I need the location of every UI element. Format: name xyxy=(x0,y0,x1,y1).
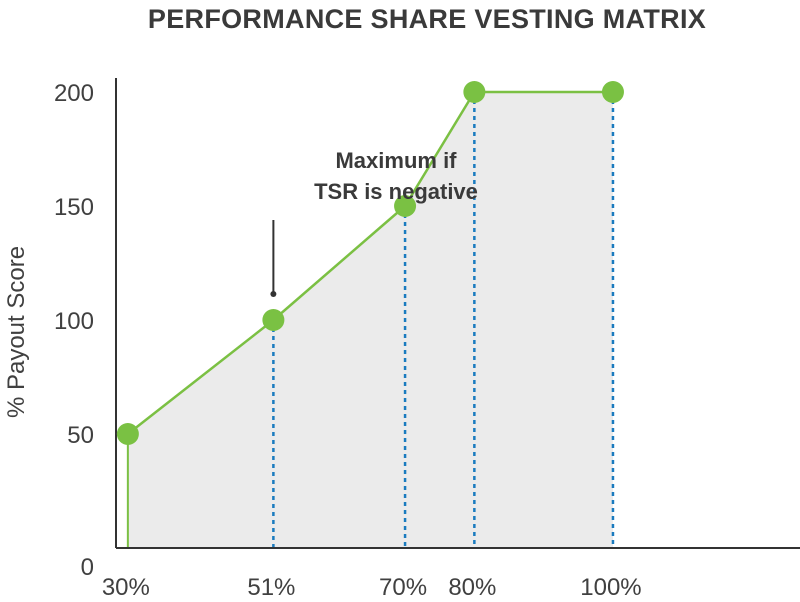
annotation-line-2: TSR is negative xyxy=(314,179,478,204)
x-tick-label: 80% xyxy=(448,574,496,601)
data-point-30 xyxy=(116,423,139,445)
annotation-line-1: Maximum if xyxy=(335,148,457,173)
annotation-pointer-dot xyxy=(270,291,277,297)
data-point-100 xyxy=(601,81,624,103)
y-tick-label: 200 xyxy=(54,80,94,107)
plot-area: 0 50 100 150 200 30% 51% 70% 80% 100% xyxy=(54,78,800,601)
x-tick-label: 30% xyxy=(102,574,150,601)
annotation: Maximum if TSR is negative xyxy=(270,148,478,297)
data-point-70 xyxy=(394,195,417,217)
chart-title: PERFORMANCE SHARE VESTING MATRIX xyxy=(148,4,706,34)
x-tick-label: 100% xyxy=(580,574,641,601)
x-tick-label: 51% xyxy=(247,574,295,601)
y-axis-label: % Payout Score xyxy=(3,246,30,418)
x-tick-label: 70% xyxy=(379,574,427,601)
payout-area xyxy=(127,92,613,548)
y-tick-label: 150 xyxy=(54,194,94,221)
data-point-80 xyxy=(463,81,486,103)
y-tick-label: 100 xyxy=(54,308,94,335)
y-tick-label: 0 xyxy=(81,554,94,581)
data-point-51 xyxy=(262,309,285,331)
y-tick-label: 50 xyxy=(67,422,94,449)
